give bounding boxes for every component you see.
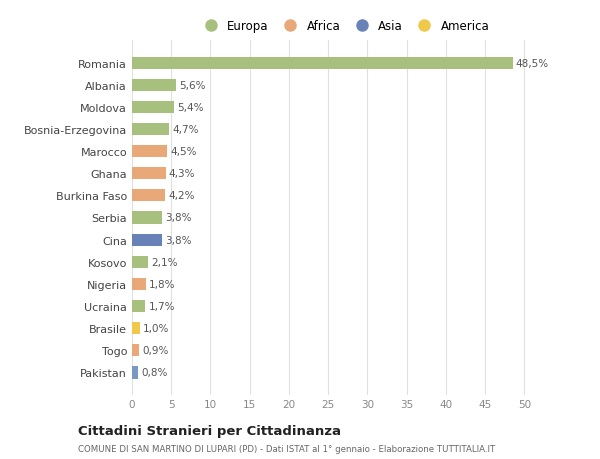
Bar [132, 322, 140, 335]
Text: 3,8%: 3,8% [165, 213, 191, 223]
Bar [132, 234, 162, 246]
Bar [132, 101, 175, 114]
Text: 4,5%: 4,5% [170, 147, 197, 157]
Text: 4,7%: 4,7% [172, 125, 199, 134]
Text: 0,9%: 0,9% [142, 346, 169, 356]
Bar [132, 146, 167, 158]
Text: 1,7%: 1,7% [148, 302, 175, 311]
Text: 0,8%: 0,8% [142, 368, 168, 378]
Bar [132, 344, 139, 357]
Text: 5,4%: 5,4% [178, 103, 204, 112]
Bar [132, 79, 176, 92]
Text: 48,5%: 48,5% [515, 58, 549, 68]
Bar [132, 123, 169, 136]
Bar [132, 57, 512, 69]
Text: 4,2%: 4,2% [168, 191, 194, 201]
Bar [132, 168, 166, 180]
Text: COMUNE DI SAN MARTINO DI LUPARI (PD) - Dati ISTAT al 1° gennaio - Elaborazione T: COMUNE DI SAN MARTINO DI LUPARI (PD) - D… [78, 444, 495, 453]
Bar [132, 300, 145, 313]
Text: 1,8%: 1,8% [149, 279, 176, 289]
Bar [132, 278, 146, 291]
Text: 4,3%: 4,3% [169, 169, 196, 179]
Bar [132, 256, 148, 268]
Legend: Europa, Africa, Asia, America: Europa, Africa, Asia, America [194, 16, 494, 38]
Text: 3,8%: 3,8% [165, 235, 191, 245]
Bar [132, 190, 165, 202]
Text: 5,6%: 5,6% [179, 80, 206, 90]
Bar [132, 212, 162, 224]
Bar [132, 367, 138, 379]
Text: Cittadini Stranieri per Cittadinanza: Cittadini Stranieri per Cittadinanza [78, 424, 341, 437]
Text: 2,1%: 2,1% [152, 257, 178, 267]
Text: 1,0%: 1,0% [143, 324, 169, 333]
